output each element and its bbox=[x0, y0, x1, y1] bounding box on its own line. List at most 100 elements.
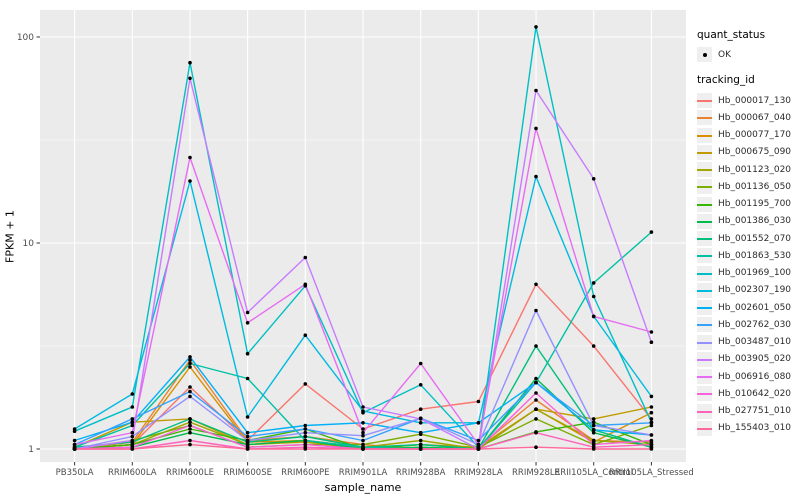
data-point-Hb_001195_700 bbox=[188, 427, 192, 431]
data-point-Hb_010642_020 bbox=[534, 391, 538, 395]
x-tick-label: RRIM928LA bbox=[454, 468, 503, 478]
data-point-Hb_002762_030 bbox=[245, 434, 250, 439]
legend-key-box bbox=[697, 110, 712, 126]
data-point-Hb_006916_080 bbox=[591, 314, 596, 319]
data-point-Hb_003487_010 bbox=[130, 434, 135, 439]
legend-line-swatch bbox=[697, 255, 712, 258]
data-point-Hb_003487_010 bbox=[361, 433, 365, 438]
data-point-Hb_000017_130 bbox=[534, 282, 538, 287]
legend-line-swatch bbox=[697, 203, 712, 206]
data-point-Hb_000077_170 bbox=[649, 410, 654, 415]
legend-item-Hb_000077_170: Hb_000077_170 bbox=[697, 127, 792, 143]
data-point-Hb_002601_050 bbox=[418, 430, 423, 435]
data-point-Hb_003905_020 bbox=[188, 76, 192, 81]
legend-item-label: Hb_027751_010 bbox=[718, 406, 792, 417]
data-point-Hb_003487_010 bbox=[245, 438, 250, 443]
legend-item-Hb_002307_190: Hb_002307_190 bbox=[697, 282, 792, 298]
data-point-Hb_000017_130 bbox=[188, 385, 192, 389]
data-point-Hb_155403_010 bbox=[245, 447, 250, 451]
legend-key-box bbox=[697, 248, 712, 264]
legend-item-label: Hb_000017_130 bbox=[718, 95, 792, 106]
data-point-Hb_001123_020 bbox=[534, 407, 538, 412]
legend-key-box bbox=[697, 162, 712, 178]
legend: quant_status OK tracking_id Hb_000017_13… bbox=[697, 0, 800, 500]
legend-line-swatch bbox=[697, 341, 712, 344]
legend-key-box bbox=[697, 265, 712, 281]
x-tick-label: RRIM600PE bbox=[281, 468, 329, 478]
data-point-Hb_002601_050 bbox=[72, 438, 77, 443]
data-point-Hb_001386_030 bbox=[188, 430, 192, 435]
legend-line-swatch bbox=[697, 238, 712, 241]
legend-key-box bbox=[697, 386, 712, 402]
x-tick-label: RRIM600LE bbox=[166, 468, 214, 478]
data-point-Hb_000017_130 bbox=[303, 382, 308, 386]
data-point-Hb_000675_090 bbox=[649, 405, 654, 409]
y-axis-title: FPKM + 1 bbox=[3, 210, 17, 263]
data-point-Hb_002307_190 bbox=[361, 409, 365, 413]
legend-key-box bbox=[697, 196, 712, 212]
x-tick-label: RRII105LA_Stressed bbox=[609, 468, 694, 478]
data-point-Hb_001123_020 bbox=[188, 420, 192, 425]
legend-item-label: Hb_003905_020 bbox=[718, 354, 792, 365]
legend-item-label: Hb_006916_080 bbox=[718, 371, 792, 382]
data-point-Hb_001969_100 bbox=[245, 351, 250, 356]
data-point-Hb_003905_020 bbox=[534, 88, 538, 93]
legend-key-box bbox=[697, 420, 712, 436]
legend-key-box bbox=[697, 231, 712, 247]
data-point-Hb_155403_010 bbox=[361, 447, 365, 451]
data-point-Hb_003905_020 bbox=[130, 438, 135, 443]
legend-item-Hb_027751_010: Hb_027751_010 bbox=[697, 403, 792, 419]
data-point-Hb_001386_030 bbox=[245, 442, 250, 447]
legend-key-box bbox=[697, 403, 712, 419]
legend-item-label: Hb_002601_050 bbox=[718, 302, 792, 313]
data-point-Hb_003905_020 bbox=[591, 177, 596, 181]
data-point-Hb_001195_700 bbox=[130, 442, 135, 447]
data-point-Hb_001552_070 bbox=[188, 417, 192, 421]
data-point-Hb_002762_030 bbox=[649, 421, 654, 425]
legend-item-Hb_002762_030: Hb_002762_030 bbox=[697, 317, 791, 333]
data-point-Hb_155403_010 bbox=[591, 447, 596, 451]
legend-key-box bbox=[697, 213, 712, 229]
data-point-Hb_006916_080 bbox=[418, 361, 423, 366]
data-point-Hb_000067_040 bbox=[188, 358, 192, 362]
legend-item-label: Hb_000077_170 bbox=[718, 130, 792, 141]
legend-line-swatch bbox=[697, 393, 712, 396]
legend-line-swatch bbox=[697, 117, 712, 120]
legend-item-label: Hb_001386_030 bbox=[718, 216, 792, 227]
data-point-Hb_001863_530 bbox=[649, 230, 654, 234]
legend-item-Hb_003487_010: Hb_003487_010 bbox=[697, 334, 791, 350]
data-point-Hb_155403_010 bbox=[188, 442, 192, 447]
data-point-Hb_003905_020 bbox=[649, 340, 654, 345]
data-point-Hb_002601_050 bbox=[591, 428, 596, 432]
legend-item-label: Hb_001969_100 bbox=[718, 268, 792, 279]
data-point-Hb_000017_130 bbox=[649, 417, 654, 421]
legend-item-label: Hb_002307_190 bbox=[718, 285, 792, 296]
data-point-Hb_001552_070 bbox=[534, 344, 538, 348]
data-point-Hb_000017_130 bbox=[361, 427, 365, 431]
legend-key-box bbox=[697, 334, 712, 350]
data-point-Hb_001863_530 bbox=[591, 281, 596, 285]
data-point-Hb_001969_100 bbox=[591, 294, 596, 299]
legend-item-ok: OK bbox=[697, 47, 731, 62]
data-point-Hb_002762_030 bbox=[303, 427, 308, 431]
x-tick-label: RRIM928BA bbox=[396, 468, 446, 478]
y-tick-label: 10 bbox=[23, 239, 35, 249]
legend-key-box bbox=[697, 317, 712, 333]
data-point-Hb_001552_070 bbox=[418, 442, 423, 447]
legend-key-box bbox=[697, 93, 712, 108]
legend-key-box bbox=[697, 127, 712, 143]
data-point-Hb_010642_020 bbox=[188, 423, 192, 428]
x-axis-title: sample_name bbox=[324, 481, 402, 494]
data-point-Hb_001386_030 bbox=[591, 430, 596, 435]
data-point-Hb_003487_010 bbox=[591, 423, 596, 428]
legend-item-label: Hb_000675_090 bbox=[718, 147, 792, 158]
data-point-Hb_002601_050 bbox=[188, 355, 192, 359]
legend-item-label: Hb_001552_070 bbox=[718, 233, 792, 244]
x-tick-label: RRII105LA_Control bbox=[554, 468, 633, 478]
data-point-Hb_002307_190 bbox=[72, 427, 77, 431]
data-point-Hb_006916_080 bbox=[476, 442, 481, 447]
data-point-Hb_003905_020 bbox=[245, 310, 250, 315]
legend-item-Hb_001195_700: Hb_001195_700 bbox=[697, 196, 791, 212]
data-point-Hb_001863_530 bbox=[188, 361, 192, 366]
